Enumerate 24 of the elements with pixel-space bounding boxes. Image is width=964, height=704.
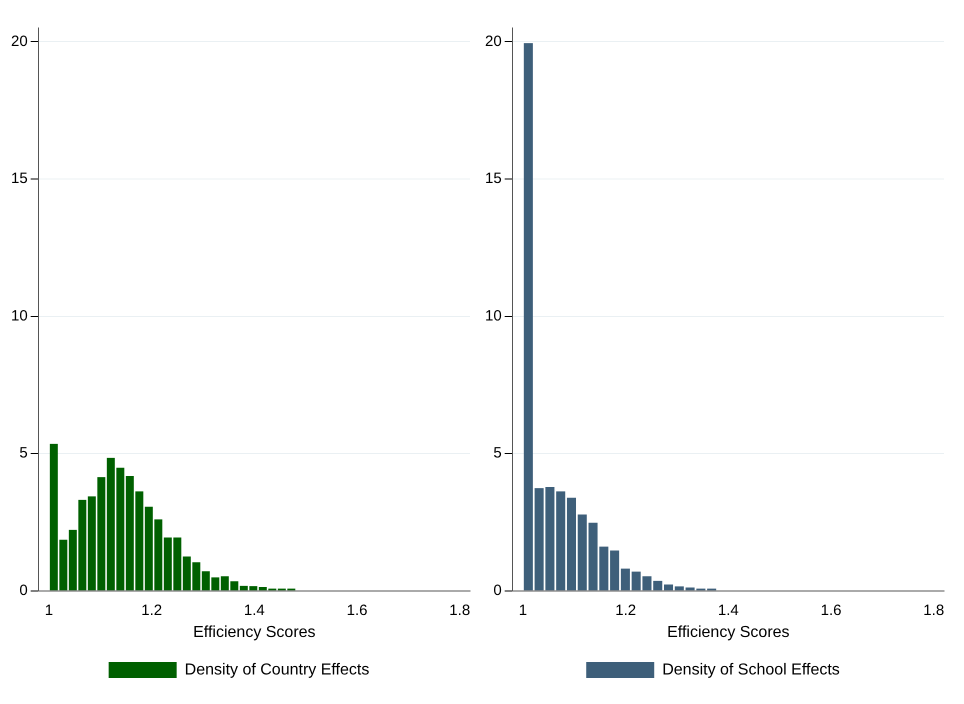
x-tick-label: 1.2	[615, 602, 636, 619]
x-tick-label: 1.6	[820, 602, 842, 619]
x-tick-label: 1	[518, 602, 528, 619]
y-tick-label: 0	[19, 582, 28, 599]
legend-label: Density of School Effects	[662, 661, 840, 678]
y-tick-label: 15	[484, 170, 502, 188]
x-tick-label: 1.8	[449, 602, 470, 619]
y-tick-label: 5	[19, 444, 28, 462]
x-axis-title: Efficiency Scores	[667, 624, 790, 641]
x-tick-label: 1.2	[141, 602, 162, 619]
y-tick-label: 0	[493, 582, 502, 599]
legend-label: Density of Country Effects	[184, 661, 370, 678]
x-tick-label: 1.4	[244, 602, 265, 619]
y-tick-label: 15	[10, 170, 28, 188]
x-tick-label: 1.4	[718, 602, 739, 619]
y-tick-label: 10	[10, 307, 28, 324]
y-tick-label: 5	[493, 444, 502, 462]
y-tick-label: 10	[484, 307, 502, 324]
y-tick-label: 20	[10, 32, 28, 50]
x-tick-label: 1.8	[923, 602, 944, 619]
x-tick-label: 1.6	[346, 602, 368, 619]
x-axis-title: Efficiency Scores	[193, 624, 316, 641]
x-tick-label: 1	[44, 602, 54, 619]
y-tick-label: 20	[484, 32, 502, 50]
